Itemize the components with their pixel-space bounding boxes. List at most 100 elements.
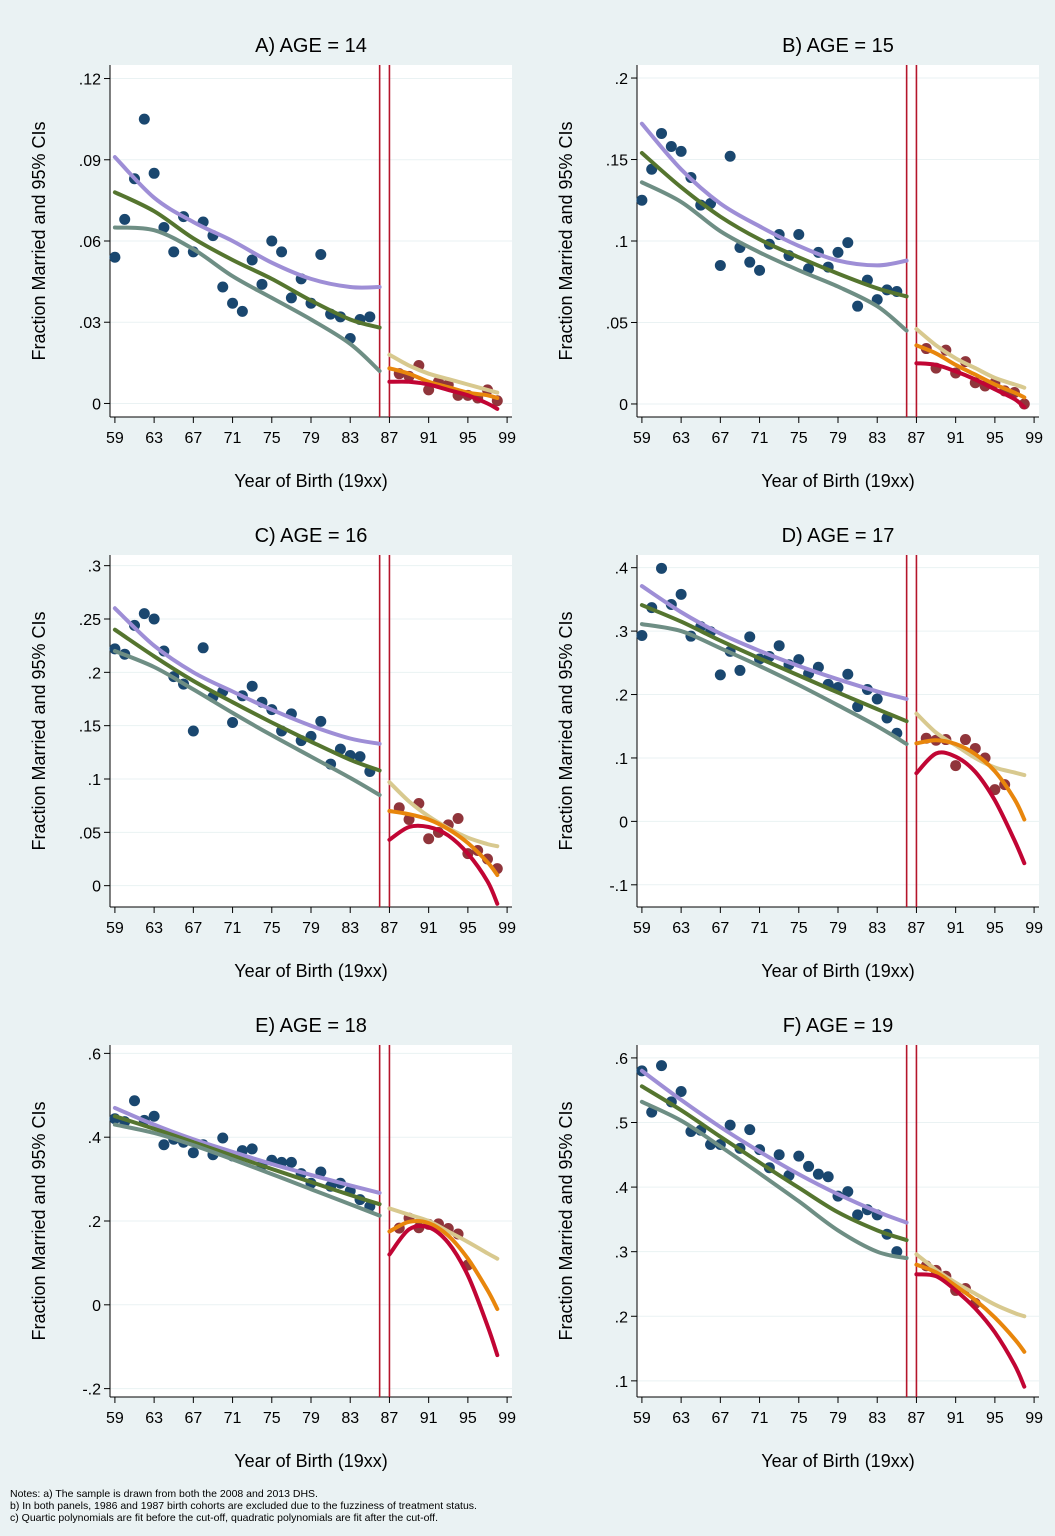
y-tick-label: .03: [79, 315, 101, 332]
data-point-pre: [315, 249, 327, 261]
x-tick-label: 71: [224, 1410, 242, 1427]
data-point-pre: [636, 194, 648, 206]
panel-age-16: C) AGE = 16 0 .05 .1 .15 .2 .25 .3 Fraction Marr…: [0, 520, 527, 1010]
x-tick-label: 63: [145, 1410, 163, 1427]
x-tick-label: 67: [711, 1410, 729, 1427]
data-point-pre: [852, 300, 864, 312]
y-tick-label: 0: [619, 814, 628, 831]
y-axis-label: Fraction Married and 95% CIs: [556, 611, 576, 850]
fit-line-post-mid: [914, 738, 1027, 822]
y-axis-label: Fraction Married and 95% CIs: [29, 121, 49, 360]
data-point-pre: [793, 1150, 805, 1162]
data-point-pre: [168, 246, 180, 258]
y-tick-label: .6: [88, 1046, 101, 1063]
data-point-pre: [871, 693, 883, 705]
fit-line-post-upper: [914, 711, 1027, 778]
panel-title: C) AGE = 16: [255, 525, 368, 547]
data-point-pre: [822, 1171, 834, 1183]
fit-line-pre-mid: [639, 151, 909, 299]
data-point-pre: [158, 1139, 170, 1151]
x-tick-label: 79: [829, 430, 847, 447]
chart-svg: F) AGE = 19 .1 .2 .3 .4 .5 .6 Fraction Married …: [556, 1015, 1043, 1471]
x-tick-label: 99: [498, 430, 516, 447]
data-point-pre: [842, 1186, 854, 1198]
y-tick-label: .3: [615, 1245, 628, 1262]
data-point-pre: [119, 213, 131, 225]
panel-title: D) AGE = 17: [782, 525, 895, 547]
data-point-pre: [236, 305, 248, 317]
y-tick-label: -.1: [609, 878, 628, 895]
y-tick-label: .6: [615, 1051, 628, 1068]
data-point-pre: [109, 251, 121, 263]
fit-line-pre-lower: [112, 649, 382, 797]
data-point-pre: [832, 246, 844, 258]
fit-line-post-lower: [387, 379, 500, 411]
y-tick-label: 0: [619, 397, 628, 414]
x-axis-label: Year of Birth (19xx): [761, 1451, 914, 1471]
data-point-pre: [724, 150, 736, 162]
fit-line-post-lower: [387, 1223, 500, 1358]
panel-title: E) AGE = 18: [255, 1015, 367, 1037]
x-tick-label: 75: [263, 920, 281, 937]
note-line: b) In both panels, 1986 and 1987 birth c…: [10, 1500, 477, 1512]
fit-line-pre-mid: [639, 1084, 909, 1243]
data-point-pre: [852, 1209, 864, 1221]
x-tick-label: 87: [908, 920, 926, 937]
data-point-pre: [187, 725, 199, 737]
fit-line-post-upper: [387, 1206, 500, 1261]
x-tick-label: 91: [420, 430, 438, 447]
panel-age-15: B) AGE = 15 0 .05 .1 .15 .2 Fraction Married a…: [527, 30, 1054, 520]
panel-age-17: D) AGE = 17 -.1 0 .1 .2 .3 .4 Fraction Married …: [527, 520, 1054, 1010]
y-tick-label: .05: [606, 315, 628, 332]
fit-line-pre-lower: [112, 225, 382, 373]
x-tick-label: 87: [908, 1410, 926, 1427]
fit-line-pre-upper: [112, 155, 382, 290]
y-axis-label: Fraction Married and 95% CIs: [556, 121, 576, 360]
data-point-pre: [354, 751, 366, 763]
x-tick-label: 91: [947, 920, 965, 937]
x-tick-label: 59: [633, 430, 651, 447]
y-tick-label: 0: [92, 879, 101, 896]
fit-line-pre-lower: [639, 1099, 909, 1261]
x-axis-label: Year of Birth (19xx): [761, 471, 914, 491]
data-point-post: [950, 760, 962, 772]
x-tick-label: 87: [381, 430, 399, 447]
x-tick-label: 67: [184, 430, 202, 447]
x-axis-label: Year of Birth (19xx): [761, 961, 914, 981]
data-point-pre: [773, 1149, 785, 1161]
data-point-pre: [138, 113, 150, 125]
data-point-pre: [793, 654, 805, 666]
y-tick-label: .3: [615, 624, 628, 641]
data-point-pre: [217, 1132, 229, 1144]
x-axis-label: Year of Birth (19xx): [234, 961, 387, 981]
data-point-pre: [266, 235, 278, 247]
y-tick-label: .25: [79, 612, 101, 629]
y-tick-label: .2: [615, 1309, 628, 1326]
data-point-pre: [246, 254, 258, 266]
x-tick-label: 91: [947, 430, 965, 447]
x-tick-label: 99: [1025, 1410, 1043, 1427]
x-tick-label: 75: [790, 920, 808, 937]
data-point-pre: [656, 127, 668, 139]
x-tick-label: 67: [184, 920, 202, 937]
x-tick-label: 75: [790, 430, 808, 447]
panel-title: F) AGE = 19: [783, 1015, 894, 1037]
y-tick-label: -.2: [82, 1382, 101, 1399]
x-tick-label: 83: [868, 1410, 886, 1427]
data-point-pre: [656, 562, 668, 574]
data-point-pre: [812, 1168, 824, 1180]
x-tick-label: 75: [263, 430, 281, 447]
x-tick-label: 99: [1025, 920, 1043, 937]
y-tick-label: .4: [88, 1130, 101, 1147]
y-tick-label: .4: [615, 561, 628, 578]
x-tick-label: 83: [341, 920, 359, 937]
data-point-post: [452, 812, 464, 824]
x-tick-label: 99: [498, 920, 516, 937]
y-tick-label: 0: [92, 396, 101, 413]
fit-line-pre-mid: [112, 627, 382, 773]
data-point-pre: [148, 613, 160, 625]
x-tick-label: 63: [672, 430, 690, 447]
x-tick-label: 79: [302, 920, 320, 937]
data-point-pre: [315, 715, 327, 727]
